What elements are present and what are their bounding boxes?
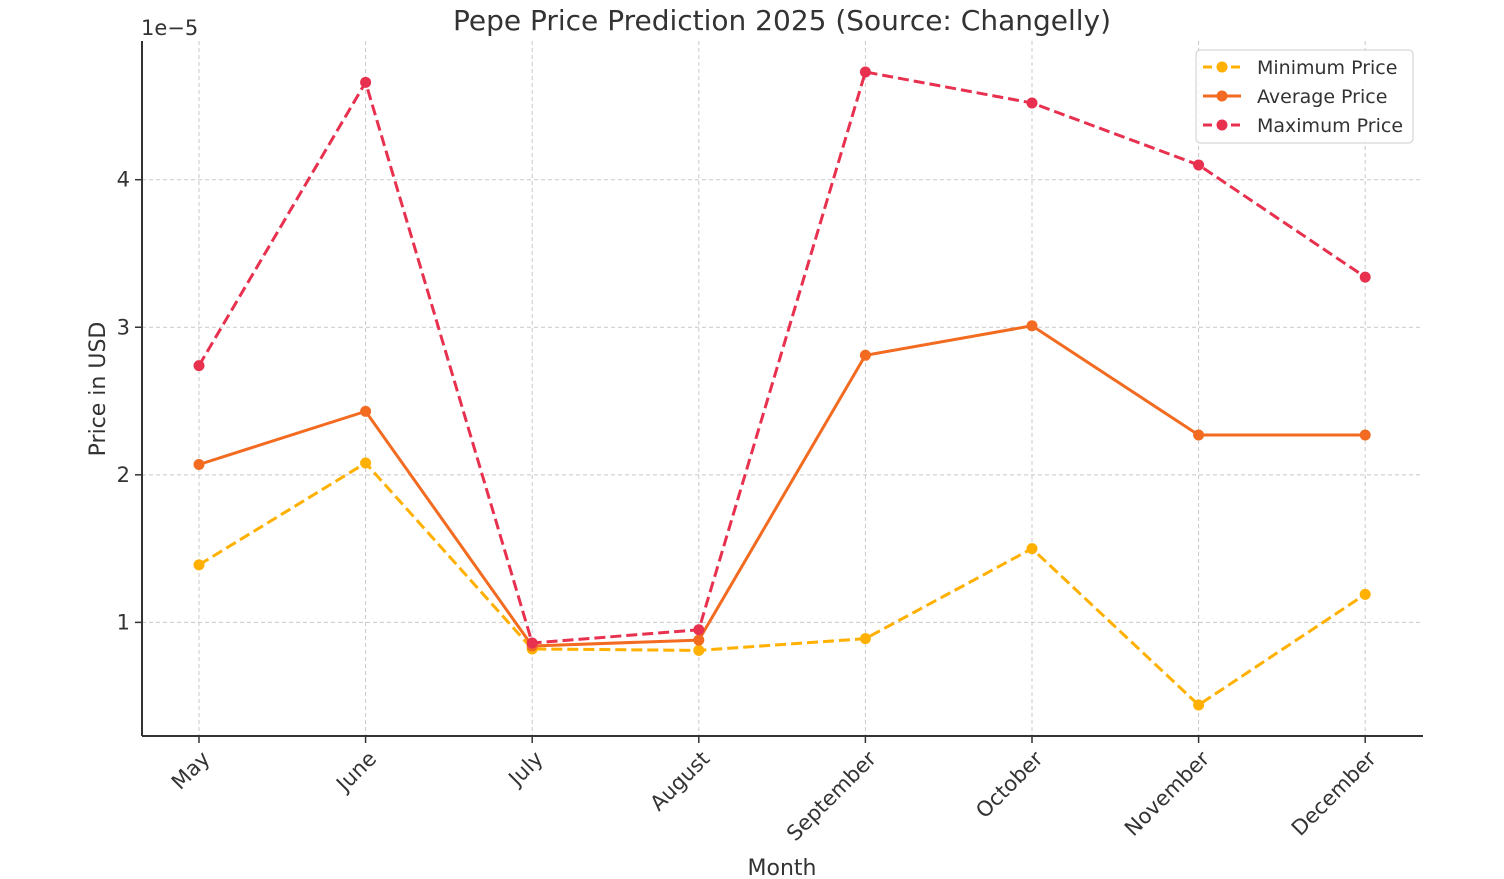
x-tick-label: December <box>1287 746 1381 840</box>
grid <box>142 41 1423 736</box>
data-point-maximum-price <box>693 624 705 636</box>
x-tick-label: August <box>645 747 714 816</box>
data-point-average-price <box>193 458 205 470</box>
data-point-maximum-price <box>859 66 871 78</box>
legend-marker-swatch <box>1216 90 1228 102</box>
y-axis-label: Price in USD <box>86 322 111 457</box>
x-tick-label: October <box>971 746 1048 823</box>
legend-item-maximum-price: Maximum Price <box>1203 115 1403 137</box>
series-maximum-price <box>193 66 1371 649</box>
data-point-maximum-price <box>360 76 372 88</box>
legend-marker-swatch <box>1216 61 1228 73</box>
series-layer <box>193 66 1371 711</box>
data-point-minimum-price <box>693 644 705 656</box>
x-tick-label: November <box>1120 746 1214 840</box>
legend-item-minimum-price: Minimum Price <box>1203 57 1397 79</box>
y-tick-label: 3 <box>117 315 130 339</box>
data-point-average-price <box>859 349 871 361</box>
series-average-price <box>193 320 1371 652</box>
data-point-minimum-price <box>1026 543 1038 555</box>
y-tick-label: 1 <box>117 610 130 634</box>
legend-marker-swatch <box>1216 119 1228 131</box>
legend-item-average-price: Average Price <box>1203 86 1387 108</box>
legend: Minimum Price Average Price Maximum Price <box>1195 49 1414 144</box>
data-point-maximum-price <box>1193 159 1205 171</box>
data-point-average-price <box>1026 320 1038 332</box>
data-point-minimum-price <box>1193 699 1205 711</box>
y-tick-label: 2 <box>117 463 130 487</box>
data-point-maximum-price <box>1026 97 1038 109</box>
legend-label: Minimum Price <box>1257 57 1397 79</box>
data-point-minimum-price <box>1359 588 1371 600</box>
legend-label: Average Price <box>1257 86 1387 108</box>
y-ticks: 1 2 3 4 <box>117 168 142 634</box>
data-point-minimum-price <box>193 559 205 571</box>
y-offset-label: 1e−5 <box>141 16 198 40</box>
x-ticks: May June July August September October Novembe… <box>167 736 1381 846</box>
x-tick-label: June <box>330 747 381 798</box>
data-point-minimum-price <box>360 457 372 469</box>
data-point-minimum-price <box>859 633 871 645</box>
x-tick-label: July <box>503 747 548 792</box>
data-point-maximum-price <box>1359 271 1371 283</box>
chart-title: Pepe Price Prediction 2025 (Source: Chan… <box>453 4 1111 37</box>
series-line-minimum-price <box>198 461 1367 707</box>
data-point-maximum-price <box>526 637 538 649</box>
series-line-maximum-price <box>197 70 1367 645</box>
data-point-average-price <box>360 405 372 417</box>
data-point-average-price <box>1193 429 1205 441</box>
x-axis-label: Month <box>748 856 817 879</box>
y-tick-label: 4 <box>117 168 130 192</box>
x-tick-label: September <box>782 746 881 845</box>
series-line-average-price <box>198 324 1366 648</box>
data-point-average-price <box>1359 429 1371 441</box>
legend-label: Maximum Price <box>1257 115 1403 137</box>
data-point-maximum-price <box>193 360 205 372</box>
x-tick-label: May <box>167 747 215 795</box>
data-point-average-price <box>693 634 705 646</box>
legend-frame <box>1195 49 1414 144</box>
